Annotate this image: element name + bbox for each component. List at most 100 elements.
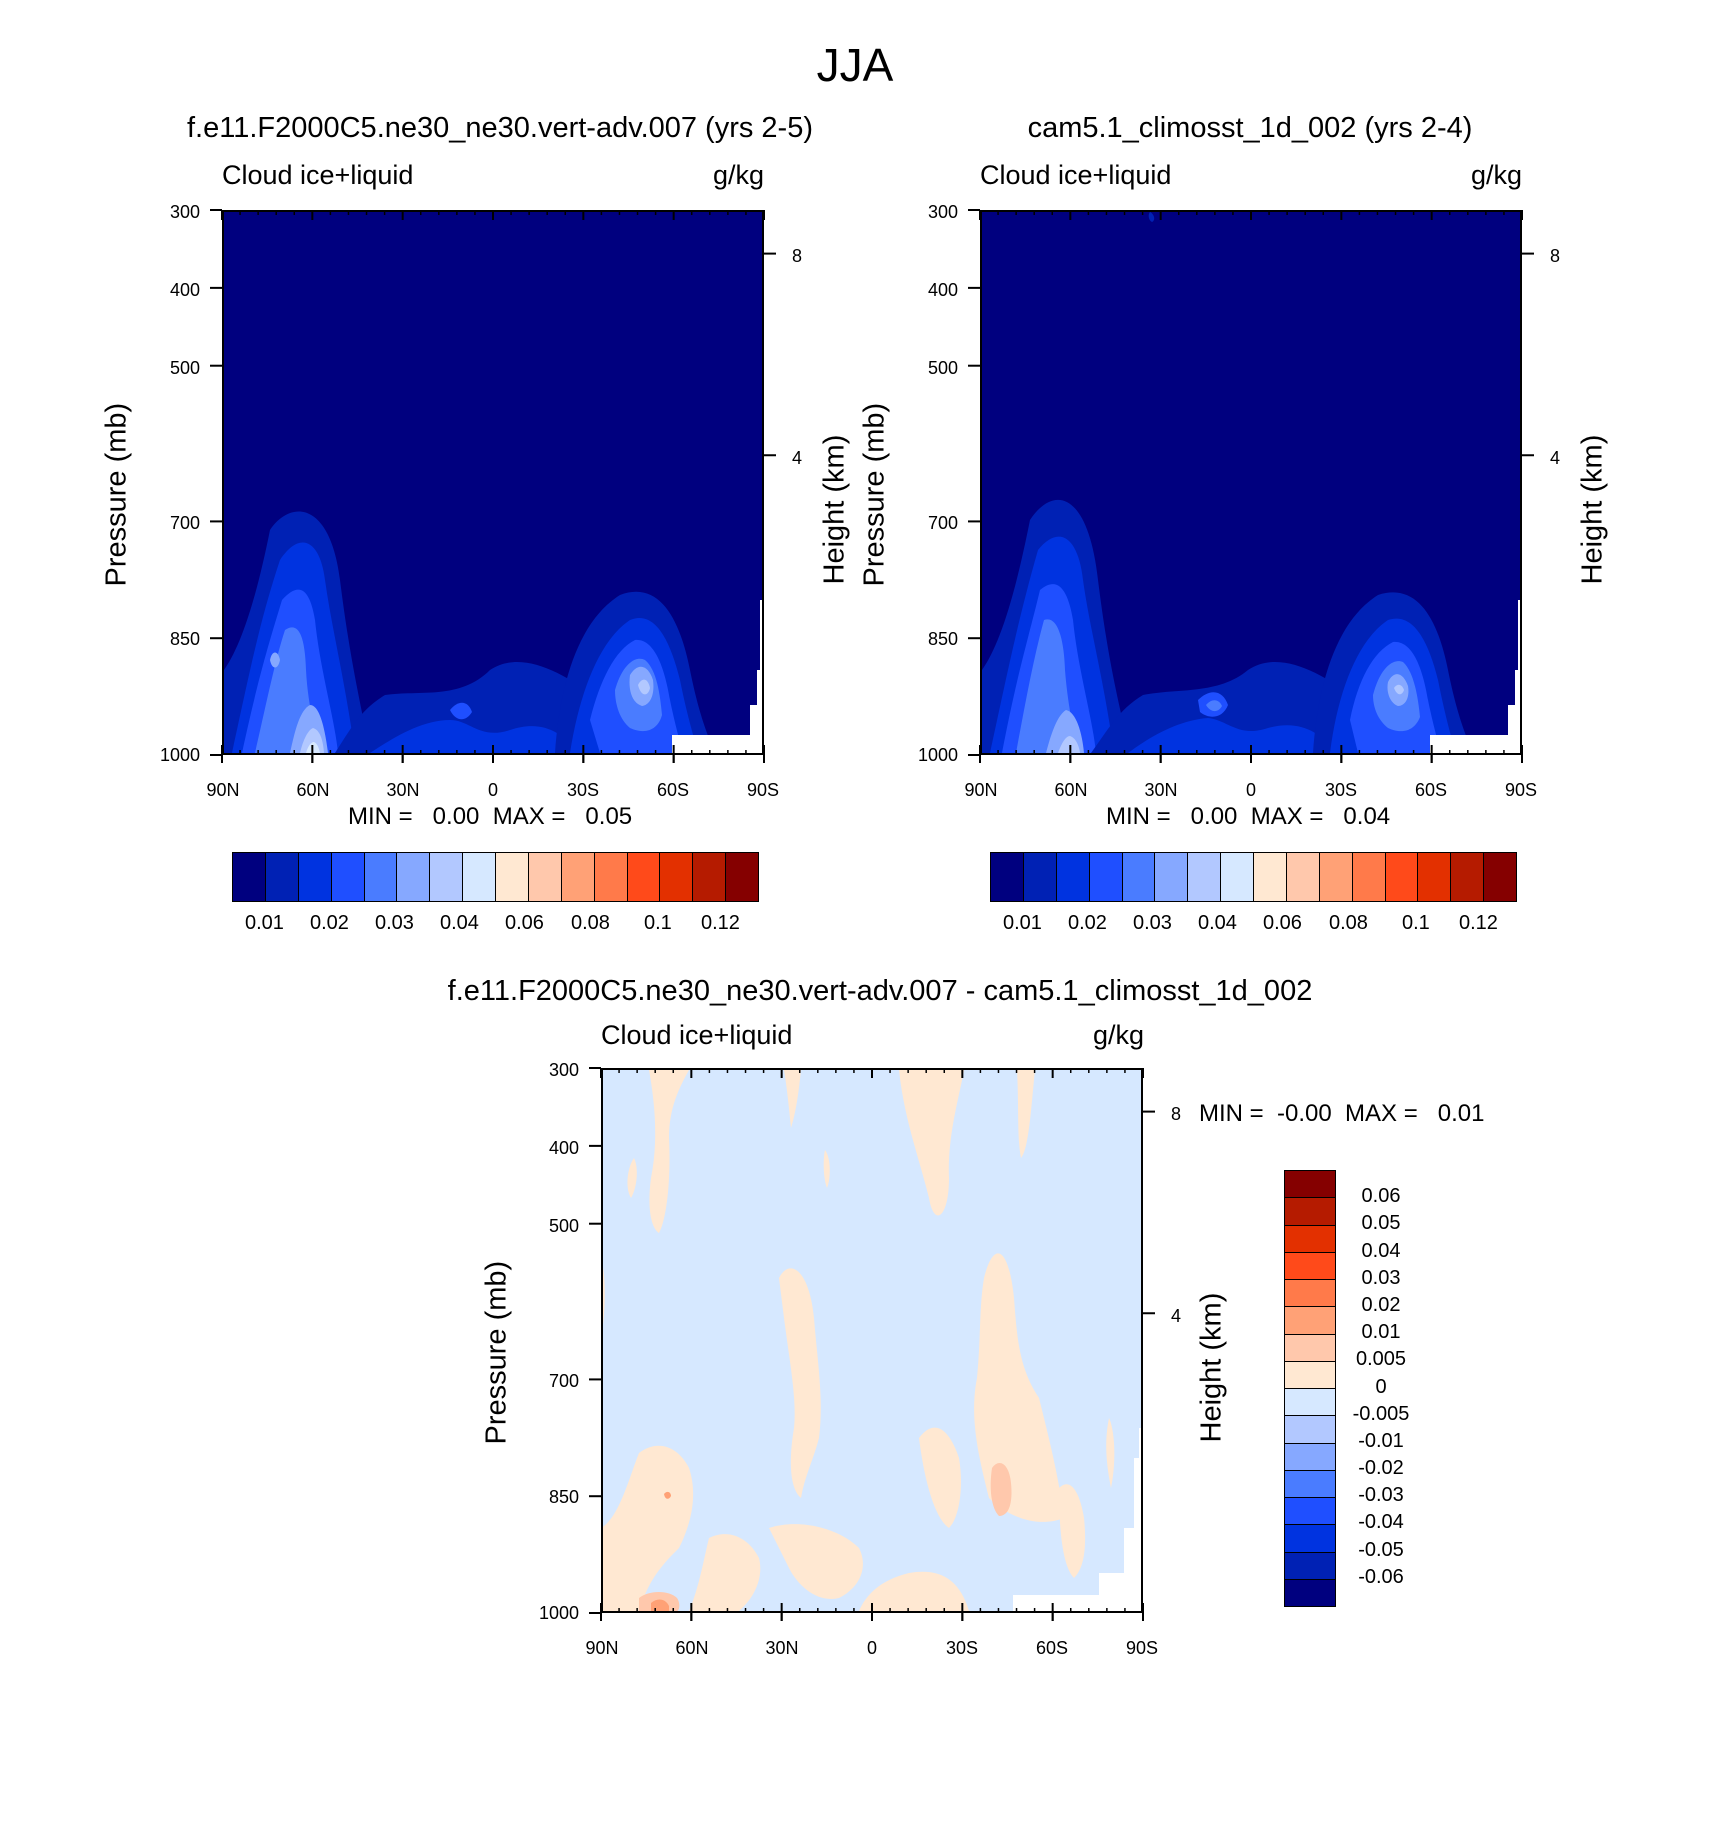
panel-2-ytick: 1000 bbox=[917, 745, 958, 765]
colorbar-cell bbox=[1285, 1334, 1335, 1362]
panel-1-ytick: 500 bbox=[169, 358, 200, 378]
panel-1-xtick: 90S bbox=[746, 780, 780, 800]
panel-1-y2tick: 4 bbox=[792, 448, 803, 468]
panel-2-colorbar-label: 0.06 bbox=[1263, 912, 1302, 934]
panel-1-ytick: 300 bbox=[169, 202, 200, 222]
panel-2-tickmarks bbox=[968, 209, 1534, 763]
panel-1-ytick: 400 bbox=[169, 280, 200, 300]
panel-1-colorbar-label: 0.02 bbox=[310, 912, 349, 934]
panel-3-y2tick: 8 bbox=[1171, 1104, 1182, 1124]
panel-3-colorbar-label: 0 bbox=[1375, 1375, 1387, 1398]
panel-2-colorbar bbox=[990, 852, 1517, 902]
colorbar-cell bbox=[660, 853, 694, 901]
panel-3-svg bbox=[601, 1070, 1141, 1611]
colorbar-cell bbox=[1285, 1225, 1335, 1253]
panel-3-colorbar-label: -0.03 bbox=[1358, 1484, 1404, 1507]
colorbar-cell bbox=[1286, 853, 1320, 901]
panel-3-xtick: 0 bbox=[866, 1638, 877, 1658]
panel-2-xtick: 60N bbox=[1054, 780, 1088, 800]
panel-3-minmax: MIN = -0.00 MAX = 0.01 bbox=[1199, 1100, 1485, 1127]
panel-3-colorbar-label: 0.04 bbox=[1361, 1239, 1401, 1262]
panel-2-y2label: Height (km) bbox=[1576, 434, 1609, 585]
panel-3-y2label: Height (km) bbox=[1195, 1292, 1228, 1443]
colorbar-cell bbox=[265, 853, 299, 901]
panel-2-ytick: 850 bbox=[927, 629, 958, 649]
colorbar-cell bbox=[1122, 853, 1156, 901]
panel-3-xtick: 90N bbox=[585, 1638, 619, 1658]
panel-3-units-label: g/kg bbox=[1092, 1020, 1144, 1050]
colorbar-cell bbox=[528, 853, 562, 901]
colorbar-cell bbox=[233, 853, 266, 901]
panel-3-colorbar bbox=[1284, 1170, 1336, 1607]
panel-3-ylabel: Pressure (mb) bbox=[480, 1260, 513, 1445]
panel-2-y2tick: 4 bbox=[1550, 448, 1561, 468]
colorbar-cell bbox=[1155, 853, 1189, 901]
panel-2-xtick: 30N bbox=[1144, 780, 1178, 800]
panel-3-xtick: 30N bbox=[765, 1638, 799, 1658]
panel-3-ytick: 700 bbox=[548, 1371, 579, 1391]
colorbar-cell bbox=[496, 853, 529, 901]
panel-2-y2tick: 8 bbox=[1550, 246, 1561, 266]
panel-2-ytick: 300 bbox=[927, 202, 958, 222]
panel-2-xtick: 90N bbox=[964, 780, 998, 800]
colorbar-cell bbox=[1285, 1252, 1335, 1280]
panel-2-xtick: 30S bbox=[1324, 780, 1358, 800]
colorbar-cell bbox=[1285, 1579, 1335, 1606]
colorbar-cell bbox=[991, 853, 1024, 901]
colorbar-cell bbox=[627, 853, 661, 901]
colorbar-cell bbox=[1319, 853, 1353, 901]
panel-1-colorbar-label: 0.03 bbox=[375, 912, 414, 934]
panel-1-units-label: g/kg bbox=[712, 160, 764, 190]
colorbar-cell bbox=[1285, 1416, 1335, 1444]
colorbar-cell bbox=[1352, 853, 1386, 901]
panel-1-y2tick: 8 bbox=[792, 246, 803, 266]
panel-1-xtick: 0 bbox=[487, 780, 498, 800]
panel-3-colorbar-label: 0.05 bbox=[1361, 1212, 1401, 1235]
panel-3-title: f.e11.F2000C5.ne30_ne30.vert-adv.007 - c… bbox=[447, 975, 1313, 1007]
colorbar-cell bbox=[1285, 1280, 1335, 1308]
panel-3-ytick: 850 bbox=[548, 1487, 579, 1507]
panel-1-colorbar-label: 0.12 bbox=[701, 912, 740, 934]
panel-2-variable-label: Cloud ice+liquid bbox=[980, 160, 1172, 190]
colorbar-cell bbox=[1285, 1198, 1335, 1226]
colorbar-cell bbox=[1385, 853, 1419, 901]
panel-3-colorbar-label: -0.005 bbox=[1352, 1402, 1410, 1425]
panel-3-xtick: 90S bbox=[1125, 1638, 1159, 1658]
figure-title: JJA bbox=[816, 39, 894, 91]
panel-3-colorbar-label: 0.03 bbox=[1361, 1266, 1401, 1289]
colorbar-cell bbox=[298, 853, 332, 901]
panel-3-variable-label: Cloud ice+liquid bbox=[601, 1020, 793, 1050]
panel-1-colorbar bbox=[232, 852, 759, 902]
colorbar-cell bbox=[1089, 853, 1123, 901]
panel-1-ytick: 700 bbox=[169, 513, 200, 533]
panel-2-xtick: 0 bbox=[1245, 780, 1256, 800]
panel-1-xtick: 30S bbox=[566, 780, 600, 800]
colorbar-cell bbox=[1285, 1171, 1335, 1199]
panel-3-field bbox=[601, 1070, 1141, 1611]
colorbar-cell bbox=[1285, 1470, 1335, 1498]
panel-2-minmax: MIN = 0.00 MAX = 0.04 bbox=[1106, 803, 1391, 830]
colorbar-cell bbox=[1285, 1525, 1335, 1553]
colorbar-cell bbox=[463, 853, 496, 901]
panel-3-colorbar-label: 0.02 bbox=[1361, 1293, 1401, 1316]
panel-1-colorbar-label: 0.04 bbox=[440, 912, 479, 934]
panel-1-tickmarks bbox=[210, 209, 776, 763]
colorbar-cell bbox=[1285, 1307, 1335, 1335]
panel-2-ytick: 700 bbox=[927, 513, 958, 533]
colorbar-cell bbox=[1484, 853, 1516, 901]
colorbar-cell bbox=[430, 853, 464, 901]
panel-1-minmax: MIN = 0.00 MAX = 0.05 bbox=[348, 803, 633, 830]
panel-2-field bbox=[982, 212, 1522, 753]
panel-3-colorbar-label: -0.06 bbox=[1358, 1565, 1404, 1588]
panel-3-colorbar-label: -0.01 bbox=[1358, 1429, 1404, 1452]
panel-3-colorbar-label: -0.02 bbox=[1358, 1457, 1404, 1480]
panel-2-colorbar-label: 0.04 bbox=[1198, 912, 1237, 934]
panel-3-xtick: 60S bbox=[1035, 1638, 1069, 1658]
panel-3-ytick: 400 bbox=[548, 1138, 579, 1158]
panel-2-xtick: 60S bbox=[1414, 780, 1448, 800]
panel-1-y2label: Height (km) bbox=[818, 434, 851, 585]
panel-3-y2tick: 4 bbox=[1171, 1306, 1182, 1326]
panel-3-ytick: 500 bbox=[548, 1216, 579, 1236]
colorbar-cell bbox=[1188, 853, 1222, 901]
colorbar-cell bbox=[1285, 1443, 1335, 1471]
